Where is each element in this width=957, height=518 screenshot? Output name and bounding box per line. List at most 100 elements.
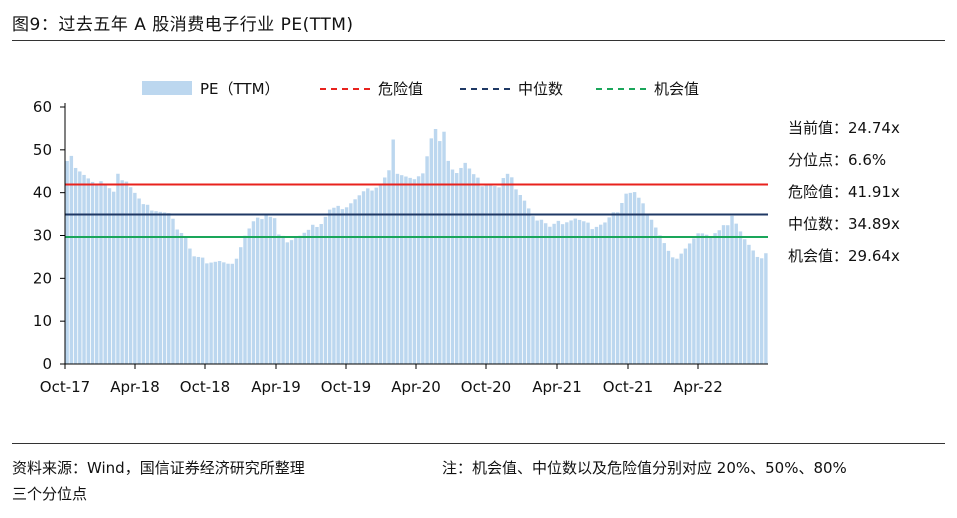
x-tick-label: Oct-21	[603, 378, 653, 396]
pe-bar	[514, 189, 518, 364]
note-text: 注：机会值、中位数以及危险值分别对应 20%、50%、80%	[442, 459, 847, 477]
stat-row: 机会值：29.64x	[788, 245, 900, 266]
pe-bar	[226, 263, 230, 364]
stat-label: 中位数：	[788, 215, 849, 233]
pe-bar	[340, 209, 345, 364]
pe-bar	[569, 220, 573, 364]
pe-bar	[137, 198, 141, 364]
pe-bar	[357, 195, 362, 364]
pe-bars	[65, 129, 768, 364]
pe-bar	[116, 173, 120, 364]
x-tick-label: Oct-17	[40, 378, 90, 396]
pe-bar	[73, 167, 78, 364]
pe-bar	[150, 210, 154, 364]
pe-bar	[501, 178, 506, 364]
pe-bar	[90, 181, 95, 364]
pe-bar	[395, 173, 400, 364]
source-text: 资料来源：Wind，国信证券经济研究所整理	[12, 459, 305, 477]
stat-row: 中位数：34.89x	[788, 213, 900, 234]
pe-bar	[603, 222, 607, 364]
pe-bar	[294, 237, 298, 364]
y-tick-label: 30	[33, 227, 52, 245]
pe-bar	[641, 203, 645, 364]
chart-legend: PE（TTM） 危险值 中位数 机会值	[142, 80, 699, 98]
pe-bar	[607, 217, 611, 364]
pe-bar	[374, 187, 378, 364]
pe-bar	[86, 178, 90, 364]
pe-bar	[107, 188, 112, 364]
y-tick-label: 60	[33, 98, 52, 116]
pe-bar	[522, 200, 527, 364]
pe-bar	[599, 224, 603, 364]
pe-bar	[433, 129, 438, 364]
stat-value: 34.89x	[848, 215, 900, 233]
legend-label: PE（TTM）	[200, 80, 280, 98]
pe-bar	[476, 177, 480, 364]
pe-bar	[471, 174, 476, 364]
pe-bar	[751, 250, 755, 364]
note-text-continued: 三个分位点	[12, 485, 88, 503]
pe-bar	[281, 235, 285, 364]
footer-divider	[12, 443, 945, 444]
pe-bar	[662, 243, 666, 364]
pe-bar	[404, 176, 408, 364]
pe-bar	[353, 199, 357, 364]
stat-row: 当前值：24.74x	[788, 117, 900, 138]
stat-value: 6.6%	[848, 151, 887, 169]
pe-bar	[302, 232, 306, 364]
pe-bar	[450, 169, 455, 364]
stat-label: 机会值：	[788, 247, 849, 265]
pe-bar	[366, 188, 370, 364]
pe-bar	[649, 219, 654, 364]
pe-bar	[268, 216, 273, 364]
pe-bar	[217, 261, 222, 364]
pe-bar	[717, 230, 722, 364]
pe-bar	[747, 244, 751, 364]
x-tick-label: Oct-18	[180, 378, 230, 396]
x-tick-label: Oct-19	[321, 378, 371, 396]
pe-bar	[488, 184, 493, 364]
pe-bar	[196, 256, 201, 364]
pe-bar	[349, 203, 353, 364]
pe-bar	[311, 224, 315, 364]
pe-bar	[463, 162, 467, 364]
x-tick-label: Apr-22	[673, 378, 723, 396]
pe-bar	[315, 226, 319, 364]
pe-bar	[158, 211, 162, 364]
pe-bar	[565, 222, 569, 364]
pe-bar	[277, 234, 281, 364]
pe-bar	[548, 226, 552, 364]
pe-bar	[734, 223, 738, 364]
pe-bar	[527, 208, 531, 364]
pe-bar	[696, 233, 700, 364]
pe-bar	[65, 160, 69, 364]
pe-bar	[632, 192, 637, 364]
pe-bar	[260, 219, 264, 364]
pe-bar	[446, 160, 450, 364]
stat-value: 24.74x	[848, 119, 900, 137]
pe-bar	[188, 248, 192, 364]
pe-bar	[692, 238, 696, 364]
pe-bar	[99, 181, 103, 364]
pe-bar	[671, 257, 675, 364]
pe-bar	[425, 156, 429, 364]
pe-bar	[416, 176, 421, 364]
reference-lines	[65, 183, 768, 239]
stat-row: 危险值：41.91x	[788, 181, 900, 202]
pe-bar	[429, 138, 434, 364]
stat-label: 分位点：	[788, 151, 849, 169]
pe-bar	[611, 212, 616, 364]
stat-label: 当前值：	[788, 119, 849, 137]
pe-bar	[615, 212, 620, 364]
stat-label: 危险值：	[788, 183, 849, 201]
pe-bar	[543, 223, 548, 364]
pe-bar	[594, 226, 599, 364]
pe-bar	[505, 173, 510, 364]
pe-bar	[306, 229, 311, 364]
chart-title: 图9：过去五年 A 股消费电子行业 PE(TTM)	[12, 15, 354, 35]
pe-bar	[620, 203, 624, 364]
pe-bar	[704, 234, 709, 364]
pe-bar	[175, 229, 179, 364]
pe-bar	[586, 222, 590, 364]
pe-bar	[383, 177, 387, 364]
